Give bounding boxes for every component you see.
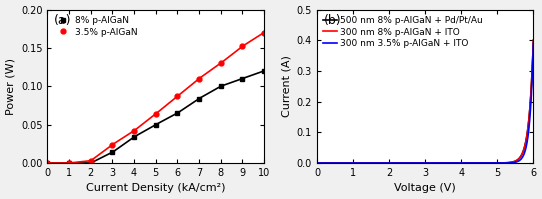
8% p-AlGaN xyxy=(44,162,51,164)
Line: 3.5% p-AlGaN: 3.5% p-AlGaN xyxy=(45,30,266,165)
300 nm 8% p-AlGaN + ITO xyxy=(524,133,531,136)
300 nm 3.5% p-AlGaN + ITO xyxy=(524,141,530,144)
300 nm 8% p-AlGaN + ITO xyxy=(524,134,530,136)
500 nm 8% p-AlGaN + Pd/Pt/Au xyxy=(524,133,531,136)
3.5% p-AlGaN xyxy=(261,31,267,34)
300 nm 3.5% p-AlGaN + ITO xyxy=(325,162,331,164)
8% p-AlGaN xyxy=(196,97,202,100)
Line: 8% p-AlGaN: 8% p-AlGaN xyxy=(45,68,266,165)
8% p-AlGaN xyxy=(174,112,180,114)
X-axis label: Voltage (V): Voltage (V) xyxy=(394,183,456,193)
Text: (a): (a) xyxy=(54,14,72,27)
300 nm 3.5% p-AlGaN + ITO xyxy=(484,162,491,164)
3.5% p-AlGaN xyxy=(44,162,51,164)
X-axis label: Current Density (kA/cm²): Current Density (kA/cm²) xyxy=(86,183,225,193)
3.5% p-AlGaN xyxy=(196,77,202,80)
300 nm 8% p-AlGaN + ITO xyxy=(530,39,537,41)
500 nm 8% p-AlGaN + Pd/Pt/Au xyxy=(530,39,537,41)
Legend: 500 nm 8% p-AlGaN + Pd/Pt/Au, 300 nm 8% p-AlGaN + ITO, 300 nm 3.5% p-AlGaN + ITO: 500 nm 8% p-AlGaN + Pd/Pt/Au, 300 nm 8% … xyxy=(321,14,485,50)
300 nm 3.5% p-AlGaN + ITO xyxy=(524,141,531,143)
8% p-AlGaN xyxy=(131,136,137,138)
500 nm 8% p-AlGaN + Pd/Pt/Au xyxy=(325,162,331,164)
3.5% p-AlGaN xyxy=(109,143,115,146)
8% p-AlGaN xyxy=(66,162,73,164)
Y-axis label: Power (W): Power (W) xyxy=(5,58,16,115)
300 nm 3.5% p-AlGaN + ITO xyxy=(413,162,420,164)
8% p-AlGaN xyxy=(261,70,267,72)
500 nm 8% p-AlGaN + Pd/Pt/Au xyxy=(419,162,425,164)
Line: 300 nm 3.5% p-AlGaN + ITO: 300 nm 3.5% p-AlGaN + ITO xyxy=(317,43,533,163)
500 nm 8% p-AlGaN + Pd/Pt/Au xyxy=(524,134,530,136)
300 nm 3.5% p-AlGaN + ITO xyxy=(314,162,320,164)
3.5% p-AlGaN xyxy=(174,95,180,98)
3.5% p-AlGaN xyxy=(87,160,94,162)
8% p-AlGaN xyxy=(152,123,159,126)
300 nm 8% p-AlGaN + ITO xyxy=(419,162,425,164)
Y-axis label: Current (A): Current (A) xyxy=(281,55,291,117)
3.5% p-AlGaN xyxy=(131,130,137,132)
8% p-AlGaN xyxy=(87,162,94,164)
Line: 300 nm 8% p-AlGaN + ITO: 300 nm 8% p-AlGaN + ITO xyxy=(317,40,533,163)
8% p-AlGaN xyxy=(239,77,246,80)
500 nm 8% p-AlGaN + Pd/Pt/Au xyxy=(484,162,491,164)
300 nm 8% p-AlGaN + ITO xyxy=(314,162,320,164)
300 nm 8% p-AlGaN + ITO xyxy=(325,162,331,164)
Line: 500 nm 8% p-AlGaN + Pd/Pt/Au: 500 nm 8% p-AlGaN + Pd/Pt/Au xyxy=(317,40,533,163)
3.5% p-AlGaN xyxy=(66,162,73,164)
300 nm 3.5% p-AlGaN + ITO xyxy=(419,162,425,164)
300 nm 8% p-AlGaN + ITO xyxy=(413,162,420,164)
3.5% p-AlGaN xyxy=(239,45,246,48)
3.5% p-AlGaN xyxy=(152,113,159,115)
500 nm 8% p-AlGaN + Pd/Pt/Au xyxy=(314,162,320,164)
3.5% p-AlGaN xyxy=(217,62,224,64)
8% p-AlGaN xyxy=(109,151,115,153)
8% p-AlGaN xyxy=(217,85,224,88)
Text: (b): (b) xyxy=(324,14,341,27)
Legend: 8% p-AlGaN, 3.5% p-AlGaN: 8% p-AlGaN, 3.5% p-AlGaN xyxy=(52,14,140,38)
300 nm 8% p-AlGaN + ITO xyxy=(484,162,491,164)
300 nm 3.5% p-AlGaN + ITO xyxy=(530,42,537,45)
500 nm 8% p-AlGaN + Pd/Pt/Au xyxy=(413,162,420,164)
